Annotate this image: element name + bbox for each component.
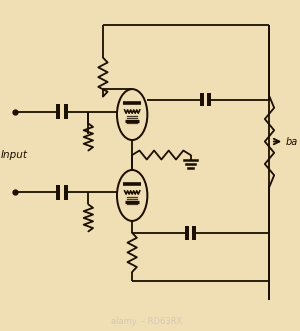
Text: ba: ba [286, 136, 298, 147]
Text: Input: Input [1, 150, 28, 160]
Text: alamy  - RD63RX: alamy - RD63RX [111, 317, 182, 326]
